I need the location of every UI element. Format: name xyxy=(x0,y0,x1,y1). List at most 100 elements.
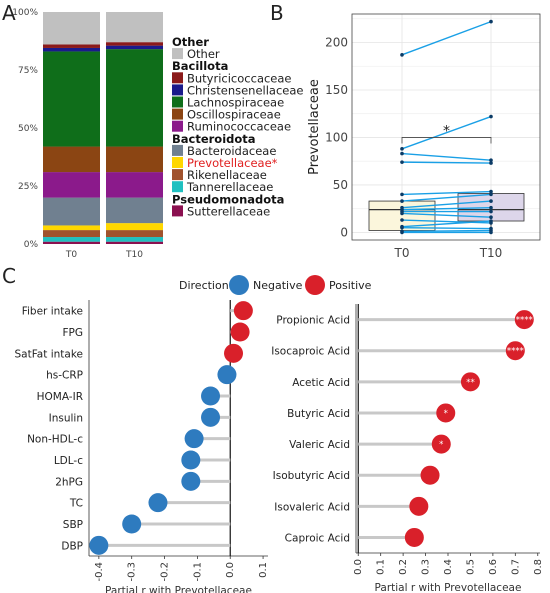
lollipop-dot xyxy=(436,403,456,423)
bar-segment xyxy=(106,42,163,46)
x-tick-label-c: 0.1 xyxy=(258,562,269,578)
legend-label: Oscillospiraceae xyxy=(187,108,281,122)
legend-label: Lachnospiraceae xyxy=(187,96,284,110)
legend-header: Bacteroidota xyxy=(172,132,256,146)
x-tick-label-a: T10 xyxy=(125,250,143,260)
panel-b-box-plot: 0 50 100 150 200 T0 T10 Prevotellaceae * xyxy=(307,13,541,260)
legend-swatch xyxy=(172,108,183,120)
lollipop-dot xyxy=(122,514,142,534)
lollipop-dot xyxy=(409,496,429,516)
category-label: Propionic Acid xyxy=(276,315,350,327)
bar-segment xyxy=(43,172,100,198)
bar-segment xyxy=(106,45,163,50)
lollipop-dot xyxy=(184,429,204,449)
lollipop-dot xyxy=(181,450,201,470)
legend-swatch xyxy=(172,120,183,132)
bar-segment xyxy=(43,44,100,48)
legend-label: Sutterellaceae xyxy=(187,204,270,218)
x-tick-label-c: -0.3 xyxy=(127,562,138,582)
lollipop-dot xyxy=(460,372,480,392)
paired-line xyxy=(401,161,492,164)
bar-segment xyxy=(106,172,163,198)
data-point xyxy=(489,219,493,223)
paired-line xyxy=(401,229,492,233)
x-tick-label-c: -0.4 xyxy=(94,562,105,582)
legend-label: Christensenellaceae xyxy=(187,83,304,97)
lollipop-dot xyxy=(181,471,201,491)
category-label: Non-HDL-c xyxy=(27,434,83,446)
paired-line xyxy=(401,200,492,209)
bar-segment xyxy=(43,12,100,45)
y-tick-label-b: 150 xyxy=(325,83,348,97)
x-axis-label-c: Partial r with Prevotellaceae xyxy=(375,582,522,593)
x-tick-label-a: T0 xyxy=(65,250,77,260)
lollipop-dot xyxy=(224,343,244,363)
lollipop-dot xyxy=(420,465,440,485)
bar-segment xyxy=(43,241,100,244)
legend-negative-label: Negative xyxy=(253,279,303,292)
data-point xyxy=(489,19,493,24)
x-axis-label-c: Partial r with Prevotellaceae xyxy=(105,585,252,593)
category-label: DBP xyxy=(61,540,83,552)
bar-segment xyxy=(106,146,163,173)
data-point xyxy=(400,211,404,216)
panel-a-stacked-bar: 0% 25% 50% 75% 100% T0 T10 xyxy=(12,8,163,260)
category-label: Acetic Acid xyxy=(292,377,350,389)
y-tick-label-b: 200 xyxy=(325,35,348,49)
data-point xyxy=(489,209,493,214)
bar-segment xyxy=(43,146,100,173)
category-label: 2hPG xyxy=(55,476,83,488)
legend-swatch xyxy=(172,84,183,96)
bar-segment xyxy=(106,49,163,147)
x-tick-label-c: 0.4 xyxy=(443,559,454,575)
direction-legend: Direction Negative Positive xyxy=(179,275,372,295)
x-tick-label-c: 0.0 xyxy=(225,562,236,578)
significance-stars: **** xyxy=(507,347,524,357)
bar-segment xyxy=(106,237,163,242)
lollipop-dot xyxy=(201,407,221,427)
y-tick-label-a: 100% xyxy=(12,8,38,18)
legend-label: Tannerellaceae xyxy=(186,180,273,194)
data-point xyxy=(489,230,493,235)
paired-line xyxy=(401,193,492,202)
lollipop-dot xyxy=(431,434,451,454)
legend-swatch xyxy=(172,48,183,60)
category-label: Insulin xyxy=(49,412,83,424)
category-label: Isocaproic Acid xyxy=(271,346,350,358)
legend-swatch xyxy=(172,181,183,193)
legend-header: Bacillota xyxy=(172,59,228,73)
legend-label: Ruminococcaceae xyxy=(187,120,291,134)
category-label: SBP xyxy=(63,519,83,531)
data-point xyxy=(400,199,404,203)
data-point xyxy=(400,225,404,230)
y-tick-label-b: 0 xyxy=(340,225,348,239)
bar-segment xyxy=(106,12,163,43)
panel-label-b: B xyxy=(270,1,284,25)
panel-a-legend: OtherOtherBacillotaButyricicoccaceaeChri… xyxy=(172,35,304,218)
category-label: SatFat intake xyxy=(15,348,83,360)
data-point xyxy=(400,53,404,57)
legend-swatch xyxy=(172,144,183,156)
plot-frame-b xyxy=(351,13,541,241)
x-tick-label-c: 0.3 xyxy=(421,559,432,575)
lollipop-dot xyxy=(404,527,424,547)
x-tick-label-b: T10 xyxy=(479,246,503,260)
x-tick-label-c: 0.6 xyxy=(488,559,499,575)
lollipop-dot xyxy=(89,535,109,555)
y-tick-label-a: 75% xyxy=(18,66,38,76)
x-tick-label-c: 0.2 xyxy=(398,559,409,575)
x-tick-label-c: -0.1 xyxy=(192,562,203,582)
legend-label: Bacteroidaceae xyxy=(187,144,276,158)
direction-legend-title: Direction xyxy=(179,279,229,292)
lollipop-dot xyxy=(233,301,253,321)
legend-swatch xyxy=(172,96,183,108)
legend-header: Other xyxy=(172,35,209,49)
y-tick-label-b: 50 xyxy=(333,178,348,192)
y-tick-label-a: 0% xyxy=(24,240,39,250)
category-label: FPG xyxy=(62,327,83,339)
paired-line xyxy=(401,190,492,196)
category-label: Fiber intake xyxy=(22,306,83,318)
lollipop-dot xyxy=(514,310,534,330)
legend-positive-dot xyxy=(305,275,325,295)
